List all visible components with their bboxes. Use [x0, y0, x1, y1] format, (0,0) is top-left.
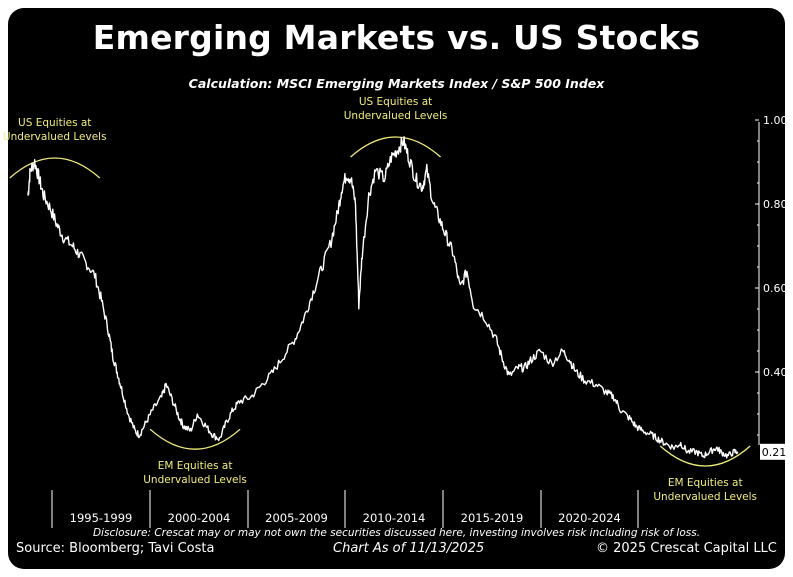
source-label: Source: Bloomberg; Tavi Costa — [16, 541, 215, 556]
annotation-label: EM Equities at — [668, 477, 743, 489]
chart-subtitle: Calculation: MSCI Emerging Markets Index… — [188, 76, 605, 91]
last-value-box — [760, 443, 788, 460]
annotation-label: Undervalued Levels — [3, 131, 107, 143]
x-tick-label: 2015-2019 — [461, 511, 524, 525]
annotation-label: Undervalued Levels — [344, 110, 448, 122]
annotation-label: EM Equities at — [158, 460, 233, 472]
annotation-arc — [659, 445, 751, 467]
annotation-label: Undervalued Levels — [143, 474, 247, 486]
annotation-arc — [350, 136, 442, 158]
x-tick-label: 2010-2014 — [363, 511, 426, 525]
x-tick-label: 2020-2024 — [558, 511, 621, 525]
chart-date-label: Chart As of 11/13/2025 — [333, 541, 485, 556]
y-tick-label: 0.60 — [763, 282, 788, 295]
annotation-label: US Equities at — [18, 117, 91, 129]
annotation-arc — [9, 157, 101, 179]
x-tick-label: 2000-2004 — [168, 511, 231, 525]
chart-frame — [8, 8, 785, 569]
x-tick-label: 1995-1999 — [70, 511, 133, 525]
y-tick-label: 0.80 — [763, 198, 788, 211]
disclosure-text: Disclosure: Crescat may or may not own t… — [92, 527, 701, 539]
annotation-label: US Equities at — [359, 96, 432, 108]
annotation-label: Undervalued Levels — [653, 491, 757, 503]
chart-title: Emerging Markets vs. US Stocks — [92, 18, 701, 57]
x-tick-label: 2005-2009 — [265, 511, 328, 525]
ratio-series-line — [27, 135, 739, 459]
y-tick-label: 0.40 — [763, 366, 788, 379]
copyright-label: © 2025 Crescat Capital LLC — [596, 541, 777, 556]
last-value-label: 0.21 — [762, 446, 787, 459]
annotation-arc — [149, 428, 241, 450]
y-tick-label: 1.00 — [763, 114, 788, 127]
